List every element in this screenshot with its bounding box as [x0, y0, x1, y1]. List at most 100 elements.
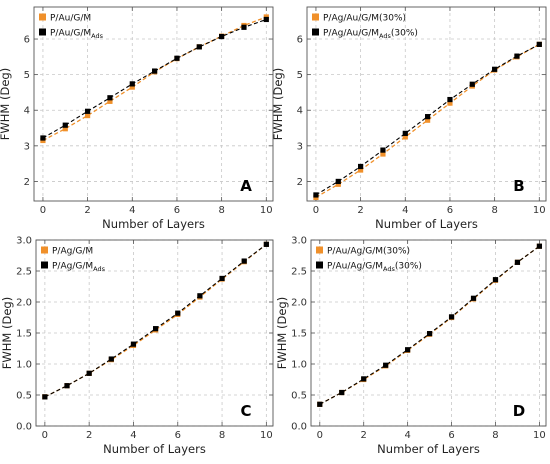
legend-swatch	[312, 13, 319, 21]
data-point	[402, 134, 408, 140]
x-tick-label: 0	[317, 430, 323, 441]
legend-name: P/Ag/Au/G/M(30%)	[323, 14, 406, 24]
data-point	[152, 68, 158, 74]
chart-panel-d: 0 2 4 6 8 10 0.0 0.5 1.0 1.5 2.0 2.5 3.0 Number of La…	[275, 236, 547, 456]
legend-swatch	[39, 28, 46, 36]
legend-name: P/Ag/G/M	[52, 247, 93, 257]
legend: P/Ag/G/MP/Ag/G/MAds	[41, 246, 106, 274]
data-point	[402, 130, 408, 136]
legend: P/Au/G/MP/Au/G/MAds	[39, 13, 104, 40]
y-tick-label: 3	[297, 141, 303, 152]
legend-label: P/Ag/G/M	[52, 247, 93, 257]
data-point	[197, 293, 203, 299]
series-1	[313, 41, 542, 198]
series-0	[313, 41, 542, 201]
legend-name: P/Ag/G/M	[52, 262, 93, 272]
y-tick-label: 5	[24, 70, 30, 81]
x-tick-label: 2	[361, 430, 367, 441]
x-axis-title: Number of Layers	[103, 442, 206, 456]
data-point	[174, 55, 180, 61]
y-tick-label: 4	[297, 106, 303, 117]
data-point	[425, 114, 431, 120]
data-point	[40, 135, 46, 141]
x-tick-label: 4	[129, 205, 135, 216]
x-tick-label: 8	[218, 205, 224, 216]
data-point	[339, 389, 345, 396]
data-point	[383, 362, 389, 368]
x-tick-label: 6	[448, 430, 454, 441]
x-tick-label: 8	[491, 205, 497, 216]
series-line	[315, 43, 540, 198]
y-tick-label: 3	[24, 141, 30, 152]
panel-letter: D	[513, 402, 525, 420]
data-point	[107, 95, 113, 101]
legend-label: P/Ag/Au/G/M(30%)	[323, 14, 406, 24]
series-1	[42, 241, 269, 400]
data-point	[263, 16, 269, 23]
panel-letter: B	[513, 177, 524, 195]
y-tick-label: 0.5	[291, 391, 307, 402]
x-tick-label: 0	[313, 205, 319, 216]
y-tick-label: 4	[24, 106, 30, 117]
y-axis-title: FWHM (Deg)	[0, 297, 14, 369]
data-point	[241, 258, 247, 264]
y-tick-label: 2	[24, 177, 30, 188]
x-tick-label: 6	[174, 205, 180, 216]
data-point	[380, 151, 386, 157]
x-tick-label: 10	[260, 430, 273, 441]
data-point	[358, 163, 364, 170]
legend-name: P/Au/Ag/G/M(30%)	[327, 247, 410, 257]
legend-swatch	[41, 261, 48, 269]
x-tick-label: 4	[402, 205, 408, 216]
legend: P/Ag/Au/G/M(30%)P/Ag/Au/G/MAds(30%)	[312, 13, 418, 40]
data-point	[130, 341, 137, 347]
y-tick-label: 5	[297, 70, 303, 81]
data-point	[219, 33, 225, 40]
legend-swatch	[39, 13, 46, 21]
chart-panel-c: 0 2 4 6 8 10 0.0 0.5 1.0 1.5 2.0 2.5 3.0 Number of La…	[0, 236, 274, 456]
y-tick-label: 2	[297, 177, 303, 188]
legend-name: P/Ag/Au/G/M	[323, 29, 379, 39]
data-point	[447, 96, 453, 103]
x-tick-label: 10	[260, 205, 273, 216]
x-tick-label: 6	[447, 205, 453, 216]
data-point	[380, 147, 386, 153]
x-tick-label: 10	[533, 430, 546, 441]
y-tick-label: 0.0	[16, 422, 32, 433]
legend-swatch	[41, 246, 48, 254]
y-axis-title: FWHM (Deg)	[275, 297, 289, 369]
data-point	[426, 331, 433, 337]
legend-name: P/Au/Ag/G/M	[327, 262, 383, 272]
data-point	[219, 275, 225, 282]
y-tick-label: 6	[297, 35, 303, 46]
data-point	[536, 243, 543, 249]
legend: P/Au/Ag/G/M(30%) P/Au/Ag/G/MAds(30%)	[316, 246, 422, 274]
x-axis-title: Number of Layers	[375, 217, 478, 231]
y-tick-label: 2.5	[16, 267, 32, 278]
data-point	[361, 376, 367, 382]
data-point	[196, 44, 202, 50]
legend-label: P/Au/Ag/G/MAds(30%)	[327, 262, 422, 274]
plot-frame	[306, 6, 547, 202]
data-point	[86, 370, 92, 376]
data-point	[42, 394, 48, 400]
data-point	[492, 277, 499, 283]
data-point	[317, 401, 323, 407]
y-tick-label: 3.0	[16, 236, 32, 247]
legend-label: P/Ag/G/MAds	[52, 262, 106, 274]
y-tick-label: 3.0	[291, 236, 307, 247]
data-point	[358, 167, 364, 173]
legend-subscript: Ads	[379, 32, 391, 40]
data-point	[492, 66, 498, 72]
data-point	[62, 126, 68, 132]
x-tick-label: 8	[219, 430, 225, 441]
legend-swatch	[312, 28, 319, 36]
x-tick-label: 0	[40, 205, 46, 216]
y-tick-label: 6	[24, 35, 30, 46]
data-point	[536, 41, 542, 47]
data-point	[447, 100, 453, 106]
x-tick-label: 2	[357, 205, 363, 216]
y-tick-label: 1.5	[16, 329, 32, 340]
data-point	[64, 383, 70, 389]
x-tick-label: 4	[130, 430, 136, 441]
